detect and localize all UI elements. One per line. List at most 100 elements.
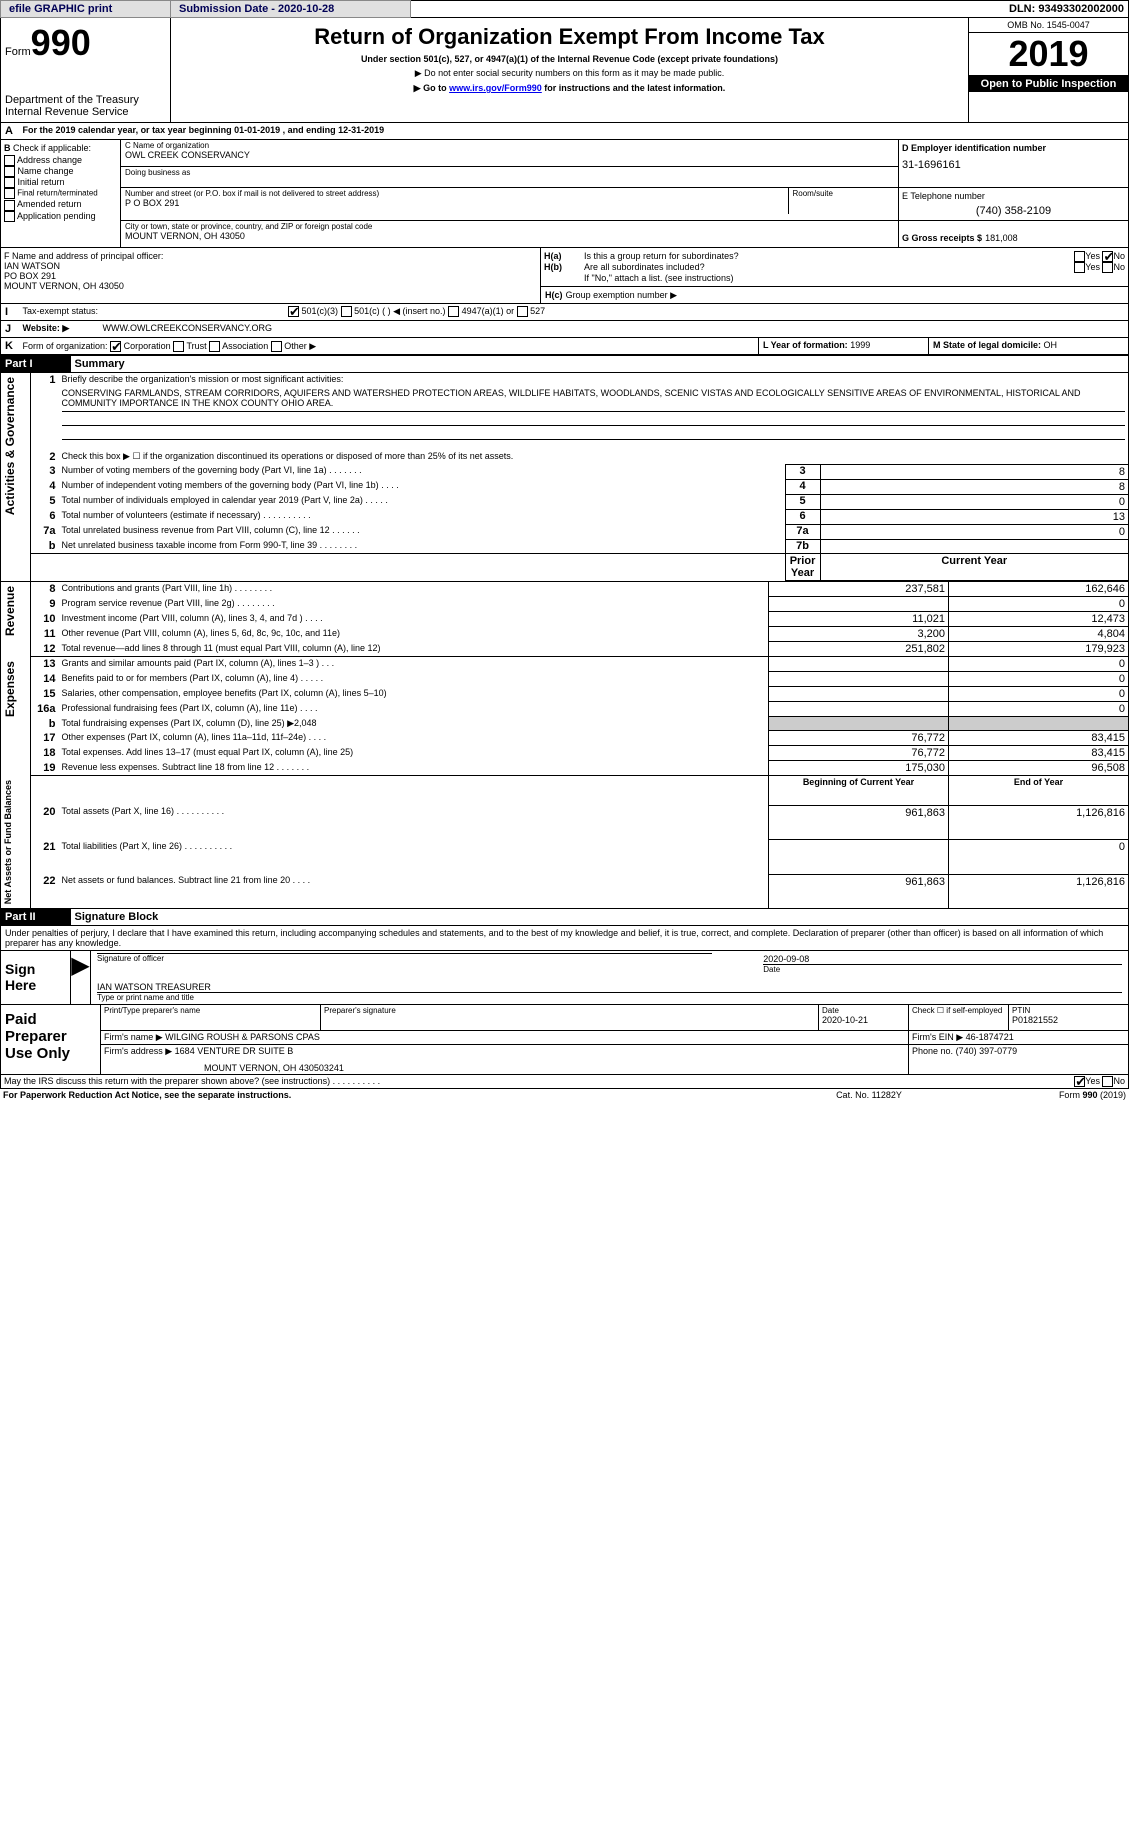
n22: 22 — [31, 874, 59, 909]
firm-addr1: 1684 VENTURE DR SUITE B — [175, 1046, 294, 1056]
addr-label: Firm's address ▶ — [104, 1046, 172, 1056]
pdate: 2020-10-21 — [822, 1015, 905, 1025]
v7a: 0 — [820, 524, 1128, 539]
topbar: efile GRAPHIC print Submission Date - 20… — [0, 0, 1129, 18]
l18: Total expenses. Add lines 13–17 (must eq… — [59, 746, 769, 761]
page-title: Return of Organization Exempt From Incom… — [177, 24, 962, 50]
officer-city: MOUNT VERNON, OH 43050 — [4, 281, 537, 291]
tax-year: 2019 — [969, 33, 1128, 76]
cb-trust[interactable] — [173, 341, 184, 352]
cb-hb-yes[interactable] — [1074, 262, 1085, 273]
p15 — [769, 687, 949, 702]
J: J — [1, 321, 19, 338]
cb-name[interactable] — [4, 166, 15, 177]
cb-501c3[interactable] — [288, 306, 299, 317]
n14: 14 — [31, 672, 59, 687]
cb-ha-no[interactable] — [1102, 251, 1113, 262]
h-beg: Beginning of Current Year — [769, 776, 949, 805]
l13: Grants and similar amounts paid (Part IX… — [59, 657, 769, 672]
cb-addr[interactable] — [4, 155, 15, 166]
n20: 20 — [31, 805, 59, 840]
cb-501c[interactable] — [341, 306, 352, 317]
cb-amend[interactable] — [4, 200, 15, 211]
Ha-label: Is this a group return for subordinates? — [584, 251, 1005, 262]
chk-self: Check ☐ if self-employed — [909, 1005, 1009, 1031]
dept2: Internal Revenue Service — [5, 106, 166, 118]
cb-pending[interactable] — [4, 211, 15, 222]
ptname-label: Print/Type preparer's name — [104, 1006, 317, 1015]
form-footer: Form 990 (2019) — [969, 1089, 1129, 1101]
v7b — [820, 539, 1128, 554]
cb-4947[interactable] — [448, 306, 459, 317]
l4: Number of independent voting members of … — [59, 479, 786, 494]
cb-final[interactable] — [4, 188, 15, 199]
cb-527[interactable] — [517, 306, 528, 317]
cb-ha-yes[interactable] — [1074, 251, 1085, 262]
c20: 1,126,816 — [949, 805, 1129, 840]
c15: 0 — [949, 687, 1129, 702]
form-990: 990 — [31, 22, 91, 63]
paid-preparer-block: Paid Preparer Use Only Print/Type prepar… — [0, 1005, 1129, 1075]
firm-name: WILGING ROUSH & PARSONS CPAS — [165, 1032, 320, 1042]
irs-link[interactable]: www.irs.gov/Form990 — [449, 83, 542, 93]
firm-label: Firm's name ▶ — [104, 1032, 163, 1042]
p14 — [769, 672, 949, 687]
h-prior: Prior Year — [785, 554, 820, 581]
l10: Investment income (Part VIII, column (A)… — [59, 612, 769, 627]
arrow-icon: ▶ — [71, 951, 91, 1004]
cb-hb-no[interactable] — [1102, 262, 1113, 273]
header: Form990 Department of the Treasury Inter… — [0, 18, 1129, 123]
n8: 8 — [31, 582, 59, 597]
dba-label: Doing business as — [125, 168, 894, 177]
M-val: OH — [1044, 340, 1058, 350]
sign-here: Sign Here — [1, 951, 71, 1004]
C-name-label: C Name of organization — [125, 141, 894, 150]
B-label: Check if applicable: — [13, 143, 91, 153]
cb-other[interactable] — [271, 341, 282, 352]
efile-btn[interactable]: efile GRAPHIC print — [1, 1, 171, 18]
cb-may-no[interactable] — [1102, 1076, 1113, 1087]
paid-preparer-title: Paid Preparer Use Only — [1, 1005, 101, 1075]
penalty-text: Under penalties of perjury, I declare th… — [0, 926, 1129, 951]
v5: 0 — [820, 494, 1128, 509]
officer-street: PO BOX 291 — [4, 271, 537, 281]
L-val: 1999 — [850, 340, 870, 350]
firm-ein: 46-1874721 — [966, 1032, 1014, 1042]
G-label: G Gross receipts $ — [902, 233, 982, 243]
cb-initial[interactable] — [4, 177, 15, 188]
p19: 175,030 — [769, 761, 949, 776]
p16a — [769, 702, 949, 717]
l21: Total liabilities (Part X, line 26) . . … — [59, 840, 769, 875]
c14: 0 — [949, 672, 1129, 687]
l8: Contributions and grants (Part VIII, lin… — [59, 582, 769, 597]
date-label: Date — [763, 964, 1122, 974]
v6: 13 — [820, 509, 1128, 524]
l11: Other revenue (Part VIII, column (A), li… — [59, 627, 769, 642]
p18: 76,772 — [769, 746, 949, 761]
p9 — [769, 597, 949, 612]
c12: 179,923 — [949, 642, 1129, 657]
c22: 1,126,816 — [949, 874, 1129, 909]
n3: 3 — [31, 464, 59, 479]
c17: 83,415 — [949, 731, 1129, 746]
subdate: Submission Date - 2020-10-28 — [171, 1, 411, 18]
open-inspection: Open to Public Inspection — [969, 76, 1128, 92]
v4: 8 — [820, 479, 1128, 494]
officer-name: IAN WATSON — [4, 261, 537, 271]
A-text: For the 2019 calendar year, or tax year … — [19, 123, 1129, 140]
phone: (740) 358-2109 — [902, 205, 1125, 217]
c16a: 0 — [949, 702, 1129, 717]
cb-corp[interactable] — [110, 341, 121, 352]
c21: 0 — [949, 840, 1129, 875]
l15: Salaries, other compensation, employee b… — [59, 687, 769, 702]
cb-may-yes[interactable] — [1074, 1076, 1085, 1087]
part2-label: Part II — [1, 909, 71, 926]
l7a: Total unrelated business revenue from Pa… — [59, 524, 786, 539]
cb-assoc[interactable] — [209, 341, 220, 352]
n7a: 7a — [31, 524, 59, 539]
p10: 11,021 — [769, 612, 949, 627]
c19: 96,508 — [949, 761, 1129, 776]
K: K — [1, 338, 19, 355]
l19: Revenue less expenses. Subtract line 18 … — [59, 761, 769, 776]
n11: 11 — [31, 627, 59, 642]
